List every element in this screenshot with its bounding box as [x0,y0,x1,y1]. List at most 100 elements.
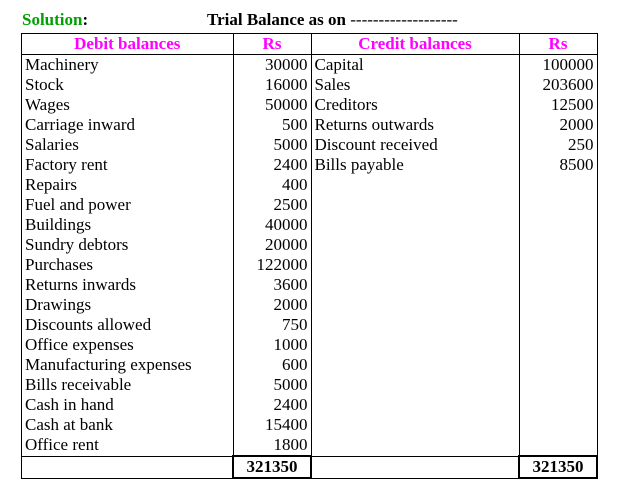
debit-amount: 500 [233,115,312,135]
credit-amount [519,175,598,195]
debit-amount: 2400 [233,395,312,415]
debit-amount: 30000 [233,54,312,75]
header-debit-rs: Rs [232,33,312,55]
debit-account: Carriage inward [21,115,234,135]
debit-account: Sundry debtors [21,235,234,255]
table-row: Buildings 40000 [21,215,598,235]
credit-amount: 100000 [519,54,598,75]
debit-amount: 3600 [233,275,312,295]
credit-account [311,195,520,215]
credit-amount: 12500 [519,95,598,115]
debit-amount: 5000 [233,375,312,395]
title-dashes: ------------------- [350,10,458,29]
page-header: Solution: Trial Balance as on ----------… [22,10,612,32]
header-credit-balances: Credit balances [310,33,520,55]
debit-account: Buildings [21,215,234,235]
credit-amount [519,215,598,235]
credit-amount: 8500 [519,155,598,175]
table-row: Salaries 5000 Discount received 250 [21,135,598,155]
credit-account [311,275,520,295]
table-row: Cash at bank 15400 [21,415,598,435]
debit-account: Returns inwards [21,275,234,295]
table-row: Office expenses 1000 [21,335,598,355]
credit-amount [519,335,598,355]
debit-account: Stock [21,75,234,95]
debit-account: Cash in hand [21,395,234,415]
debit-amount: 2000 [233,295,312,315]
table-row: Carriage inward 500 Returns outwards 2000 [21,115,598,135]
debit-amount: 50000 [233,95,312,115]
table-row: Repairs 400 [21,175,598,195]
table-row: Factory rent 2400 Bills payable 8500 [21,155,598,175]
debit-amount: 1000 [233,335,312,355]
table-row: Stock 16000 Sales 203600 [21,75,598,95]
credit-account: Returns outwards [311,115,520,135]
debit-amount: 20000 [233,235,312,255]
debit-amount: 600 [233,355,312,375]
debit-amount: 5000 [233,135,312,155]
credit-account [311,295,520,315]
header-debit-balances: Debit balances [21,33,234,55]
debit-amount: 40000 [233,215,312,235]
page-title: Trial Balance as on ------------------- [207,10,458,29]
table-row: Drawings 2000 [21,295,598,315]
credit-account: Sales [311,75,520,95]
debit-amount: 16000 [233,75,312,95]
credit-amount [519,315,598,335]
debit-account: Fuel and power [21,195,234,215]
credit-amount [519,295,598,315]
credit-account [311,215,520,235]
debit-total: 321350 [232,455,312,479]
debit-account: Machinery [21,54,234,75]
credit-amount [519,395,598,415]
credit-amount [519,275,598,295]
header-credit-rs: Rs [518,33,598,55]
debit-account: Bills receivable [21,375,234,395]
credit-amount [519,415,598,435]
solution-label: Solution: [22,10,89,29]
credit-account [311,355,520,375]
credit-account [311,375,520,395]
debit-account: Factory rent [21,155,234,175]
credit-account [311,315,520,335]
debit-amount: 400 [233,175,312,195]
debit-account: Drawings [21,295,234,315]
debit-amount: 2500 [233,195,312,215]
credit-account: Creditors [311,95,520,115]
debit-account: Discounts allowed [21,315,234,335]
table-row: Office rent 1800 [21,435,598,456]
debit-account: Salaries [21,135,234,155]
credit-total: 321350 [518,455,598,479]
debit-amount: 122000 [233,255,312,275]
debit-account: Manufacturing expenses [21,355,234,375]
debit-account: Purchases [21,255,234,275]
table-row: Sundry debtors 20000 [21,235,598,255]
credit-amount [519,195,598,215]
trial-balance-table: Debit balances Rs Credit balances Rs Mac… [21,33,598,479]
credit-account [311,255,520,275]
debit-amount: 2400 [233,155,312,175]
debit-account: Wages [21,95,234,115]
debit-account: Repairs [21,175,234,195]
credit-amount: 203600 [519,75,598,95]
debit-amount: 15400 [233,415,312,435]
credit-amount: 2000 [519,115,598,135]
credit-account: Discount received [311,135,520,155]
debit-account: Cash at bank [21,415,234,435]
credit-amount [519,355,598,375]
credit-account [311,395,520,415]
credit-account [311,335,520,355]
credit-account [311,175,520,195]
table-row: Bills receivable 5000 [21,375,598,395]
table-row: Cash in hand 2400 [21,395,598,415]
debit-amount: 1800 [233,435,312,456]
credit-account [311,415,520,435]
table-row: Discounts allowed 750 [21,315,598,335]
credit-amount [519,235,598,255]
table-row: Purchases 122000 [21,255,598,275]
credit-amount [519,375,598,395]
credit-amount [519,255,598,275]
credit-account: Bills payable [311,155,520,175]
table-header-row: Debit balances Rs Credit balances Rs [21,33,598,55]
debit-amount: 750 [233,315,312,335]
